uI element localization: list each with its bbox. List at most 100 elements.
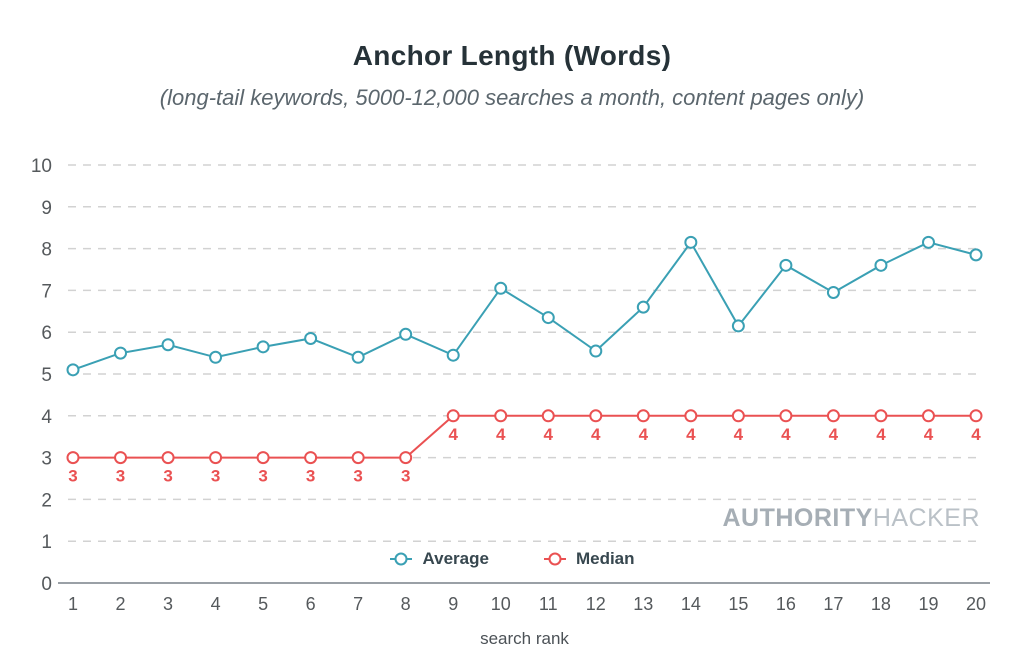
average-point-2 — [114, 346, 128, 360]
watermark: AUTHORITYHACKER — [722, 504, 980, 533]
x-tick-label-16: 16 — [776, 594, 796, 614]
x-tick-label-14: 14 — [681, 594, 701, 614]
x-tick-label-5: 5 — [258, 594, 268, 614]
median-data-label-12: 4 — [591, 425, 601, 444]
x-tick-label-3: 3 — [163, 594, 173, 614]
median-data-label-14: 4 — [686, 425, 696, 444]
y-tick-label-3: 3 — [41, 449, 52, 470]
median-point-3 — [161, 451, 175, 465]
average-point-19 — [921, 235, 935, 249]
median-point-2 — [114, 451, 128, 465]
chart-title: Anchor Length (Words) — [352, 40, 672, 71]
x-tick-label-10: 10 — [491, 594, 511, 614]
average-point-12 — [589, 344, 603, 358]
watermark-hacker: HACKER — [872, 504, 980, 532]
x-axis-title: search rank — [480, 629, 569, 648]
y-tick-label-0: 0 — [41, 574, 52, 595]
median-data-label-9: 4 — [448, 425, 458, 444]
x-tick-label-8: 8 — [401, 594, 411, 614]
average-line — [72, 240, 977, 371]
median-point-6 — [304, 451, 318, 465]
x-tick-label-1: 1 — [68, 594, 78, 614]
legend-label-average: Average — [422, 549, 489, 568]
median-point-11 — [541, 409, 555, 423]
median-point-4 — [209, 451, 223, 465]
x-tick-label-9: 9 — [448, 594, 458, 614]
y-tick-label-6: 6 — [41, 323, 52, 344]
x-tick-label-6: 6 — [306, 594, 316, 614]
median-data-label-10: 4 — [496, 425, 506, 444]
x-tick-label-13: 13 — [633, 594, 653, 614]
median-point-5 — [256, 451, 270, 465]
x-tick-label-4: 4 — [211, 594, 221, 614]
median-point-1 — [66, 451, 80, 465]
average-point-17 — [826, 285, 840, 299]
median-point-16 — [779, 409, 793, 423]
x-tick-label-15: 15 — [728, 594, 748, 614]
y-tick-label-7: 7 — [41, 281, 52, 302]
median-data-label-8: 3 — [401, 467, 410, 486]
x-tick-label-19: 19 — [918, 594, 938, 614]
median-data-label-6: 3 — [306, 467, 315, 486]
median-data-label-18: 4 — [876, 425, 886, 444]
median-point-8 — [399, 451, 413, 465]
median-point-13 — [636, 409, 650, 423]
median-point-9 — [446, 409, 460, 423]
y-tick-label-10: 10 — [31, 156, 52, 177]
average-point-20 — [969, 248, 983, 262]
average-point-5 — [256, 340, 270, 354]
legend-item-median: Median — [543, 549, 635, 569]
legend-label-median: Median — [575, 549, 635, 568]
y-tick-label-2: 2 — [41, 490, 52, 511]
median-data-label-4: 3 — [211, 467, 220, 486]
y-tick-label-8: 8 — [41, 240, 52, 261]
x-tick-label-12: 12 — [586, 594, 606, 614]
legend-item-average: Average — [389, 549, 489, 569]
median-line — [73, 414, 976, 459]
average-point-18 — [874, 258, 888, 272]
x-tick-label-17: 17 — [823, 594, 843, 614]
median-point-17 — [826, 409, 840, 423]
median-data-label-13: 4 — [639, 425, 649, 444]
median-data-label-15: 4 — [734, 425, 744, 444]
chart-legend: Average Median — [0, 549, 1024, 569]
x-tick-label-18: 18 — [871, 594, 891, 614]
y-tick-label-9: 9 — [41, 198, 52, 219]
median-data-label-2: 3 — [116, 467, 125, 486]
median-data-label-7: 3 — [353, 467, 362, 486]
median-data-label-11: 4 — [544, 425, 554, 444]
median-point-12 — [589, 409, 603, 423]
median-point-19 — [921, 409, 935, 423]
x-tick-label-20: 20 — [966, 594, 986, 614]
average-point-13 — [636, 300, 650, 314]
average-point-15 — [731, 319, 745, 333]
average-point-4 — [209, 350, 223, 364]
y-tick-label-4: 4 — [41, 407, 52, 428]
average-point-8 — [399, 327, 413, 341]
average-point-16 — [779, 258, 793, 272]
median-line-marker-icon — [543, 552, 566, 566]
average-point-3 — [161, 338, 175, 352]
y-tick-label-1: 1 — [41, 532, 52, 553]
median-data-label-19: 4 — [924, 425, 934, 444]
median-point-20 — [969, 409, 983, 423]
chart-subtitle: (long-tail keywords, 5000-12,000 searche… — [159, 85, 865, 110]
average-point-11 — [541, 311, 555, 325]
average-point-14 — [684, 235, 698, 249]
median-point-7 — [351, 451, 365, 465]
x-tick-label-7: 7 — [353, 594, 363, 614]
average-point-9 — [446, 348, 460, 362]
average-line-marker-icon — [390, 552, 413, 566]
x-tick-label-2: 2 — [116, 594, 126, 614]
x-tick-label-11: 11 — [539, 594, 558, 614]
median-data-label-20: 4 — [971, 425, 981, 444]
watermark-authority: AUTHORITY — [722, 504, 873, 532]
median-data-label-3: 3 — [163, 467, 172, 486]
median-point-15 — [731, 409, 745, 423]
average-point-6 — [304, 331, 318, 345]
average-point-1 — [66, 363, 80, 377]
median-data-label-17: 4 — [829, 425, 839, 444]
median-point-14 — [684, 409, 698, 423]
